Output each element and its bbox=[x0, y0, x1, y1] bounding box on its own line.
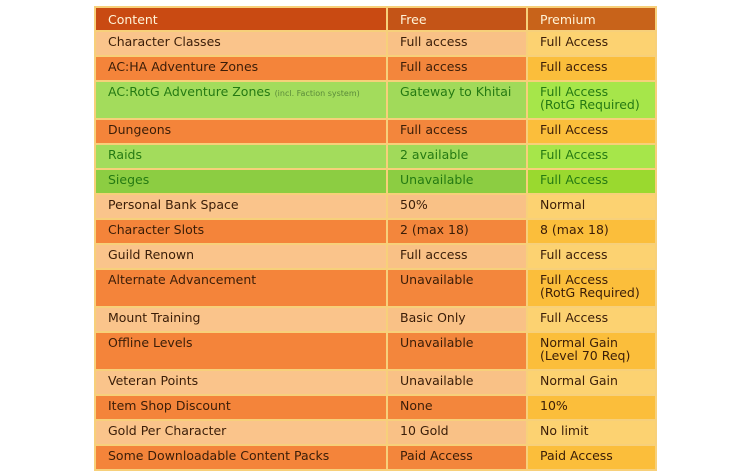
content-cell: Gold Per Character bbox=[94, 419, 388, 446]
table-row: Personal Bank Space 50% Normal bbox=[94, 193, 657, 220]
premium-line: Normal Gain bbox=[540, 335, 618, 350]
header-free: Free bbox=[386, 6, 528, 32]
content-cell: Item Shop Discount bbox=[94, 394, 388, 421]
table-row: Guild Renown Full access Full access bbox=[94, 243, 657, 270]
content-cell: AC:HA Adventure Zones bbox=[94, 55, 388, 82]
content-label: Guild Renown bbox=[108, 247, 194, 262]
premium-cell: Full access bbox=[526, 55, 657, 82]
content-label: Gold Per Character bbox=[108, 423, 227, 438]
content-label: Dungeons bbox=[108, 122, 172, 137]
table-row: Some Downloadable Content Packs Paid Acc… bbox=[94, 444, 657, 471]
free-cell: Full access bbox=[386, 55, 528, 82]
premium-line: (RotG Required) bbox=[540, 97, 640, 112]
header-row: Content Free Premium bbox=[94, 6, 657, 32]
content-label: AC:HA Adventure Zones bbox=[108, 59, 259, 74]
free-cell: 10 Gold bbox=[386, 419, 528, 446]
content-cell: Alternate Advancement bbox=[94, 268, 388, 308]
table-row: Dungeons Full access Full Access bbox=[94, 118, 657, 145]
content-cell: Character Slots bbox=[94, 218, 388, 245]
premium-cell: No limit bbox=[526, 419, 657, 446]
content-label: AC:RotG Adventure Zones bbox=[108, 84, 271, 99]
content-cell: Personal Bank Space bbox=[94, 193, 388, 220]
content-label: Raids bbox=[108, 147, 142, 162]
table-row: Character Classes Full access Full Acces… bbox=[94, 30, 657, 57]
premium-cell: Normal Gain (Level 70 Req) bbox=[526, 331, 657, 371]
content-cell: Character Classes bbox=[94, 30, 388, 57]
content-label: Sieges bbox=[108, 172, 150, 187]
premium-line: (RotG Required) bbox=[540, 285, 640, 300]
premium-cell: Full Access (RotG Required) bbox=[526, 268, 657, 308]
table-row: AC:RotG Adventure Zones (incl. Faction s… bbox=[94, 80, 657, 120]
free-cell: Unavailable bbox=[386, 268, 528, 308]
premium-cell: Normal bbox=[526, 193, 657, 220]
free-cell: Unavailable bbox=[386, 369, 528, 396]
content-cell: Sieges bbox=[94, 168, 388, 195]
free-cell: 2 (max 18) bbox=[386, 218, 528, 245]
free-cell: Unavailable bbox=[386, 168, 528, 195]
premium-cell: Full Access bbox=[526, 306, 657, 333]
table-row: Veteran Points Unavailable Normal Gain bbox=[94, 369, 657, 396]
content-label: Some Downloadable Content Packs bbox=[108, 448, 330, 463]
premium-line: Full Access bbox=[540, 272, 609, 287]
content-cell: Raids bbox=[94, 143, 388, 170]
free-cell: None bbox=[386, 394, 528, 421]
premium-cell: Full Access bbox=[526, 168, 657, 195]
content-cell: AC:RotG Adventure Zones (incl. Faction s… bbox=[94, 80, 388, 120]
content-label: Character Classes bbox=[108, 34, 221, 49]
table-row: Mount Training Basic Only Full Access bbox=[94, 306, 657, 333]
premium-cell: Full Access (RotG Required) bbox=[526, 80, 657, 120]
free-cell: Full access bbox=[386, 30, 528, 57]
content-label: Personal Bank Space bbox=[108, 197, 239, 212]
premium-cell: Paid Access bbox=[526, 444, 657, 471]
premium-cell: 10% bbox=[526, 394, 657, 421]
premium-cell: Full access bbox=[526, 243, 657, 270]
content-cell: Dungeons bbox=[94, 118, 388, 145]
content-label: Veteran Points bbox=[108, 373, 199, 388]
free-cell: Gateway to Khitai bbox=[386, 80, 528, 120]
content-cell: Offline Levels bbox=[94, 331, 388, 371]
content-cell: Veteran Points bbox=[94, 369, 388, 396]
premium-line: (Level 70 Req) bbox=[540, 348, 631, 363]
header-premium: Premium bbox=[526, 6, 657, 32]
premium-cell: Full Access bbox=[526, 118, 657, 145]
content-cell: Some Downloadable Content Packs bbox=[94, 444, 388, 471]
premium-line: Full Access bbox=[540, 84, 609, 99]
table-row: Item Shop Discount None 10% bbox=[94, 394, 657, 421]
free-cell: 2 available bbox=[386, 143, 528, 170]
table-row: Character Slots 2 (max 18) 8 (max 18) bbox=[94, 218, 657, 245]
free-cell: Unavailable bbox=[386, 331, 528, 371]
header-content: Content bbox=[94, 6, 388, 32]
table-row: Alternate Advancement Unavailable Full A… bbox=[94, 268, 657, 308]
content-label: Item Shop Discount bbox=[108, 398, 231, 413]
table-row: Raids 2 available Full Access bbox=[94, 143, 657, 170]
free-cell: Full access bbox=[386, 243, 528, 270]
table-row: Sieges Unavailable Full Access bbox=[94, 168, 657, 195]
content-label: Alternate Advancement bbox=[108, 272, 257, 287]
free-cell: Paid Access bbox=[386, 444, 528, 471]
comparison-table: Content Free Premium Character Classes F… bbox=[94, 6, 657, 471]
content-label: Mount Training bbox=[108, 310, 201, 325]
table-row: AC:HA Adventure Zones Full access Full a… bbox=[94, 55, 657, 82]
content-note: (incl. Faction system) bbox=[274, 89, 360, 98]
premium-cell: Full Access bbox=[526, 143, 657, 170]
premium-cell: Full Access bbox=[526, 30, 657, 57]
table-row: Offline Levels Unavailable Normal Gain (L… bbox=[94, 331, 657, 371]
free-cell: Basic Only bbox=[386, 306, 528, 333]
content-cell: Mount Training bbox=[94, 306, 388, 333]
free-cell: Full access bbox=[386, 118, 528, 145]
table-row: Gold Per Character 10 Gold No limit bbox=[94, 419, 657, 446]
content-label: Offline Levels bbox=[108, 335, 193, 350]
premium-cell: Normal Gain bbox=[526, 369, 657, 396]
free-cell: 50% bbox=[386, 193, 528, 220]
content-cell: Guild Renown bbox=[94, 243, 388, 270]
premium-cell: 8 (max 18) bbox=[526, 218, 657, 245]
content-label: Character Slots bbox=[108, 222, 205, 237]
